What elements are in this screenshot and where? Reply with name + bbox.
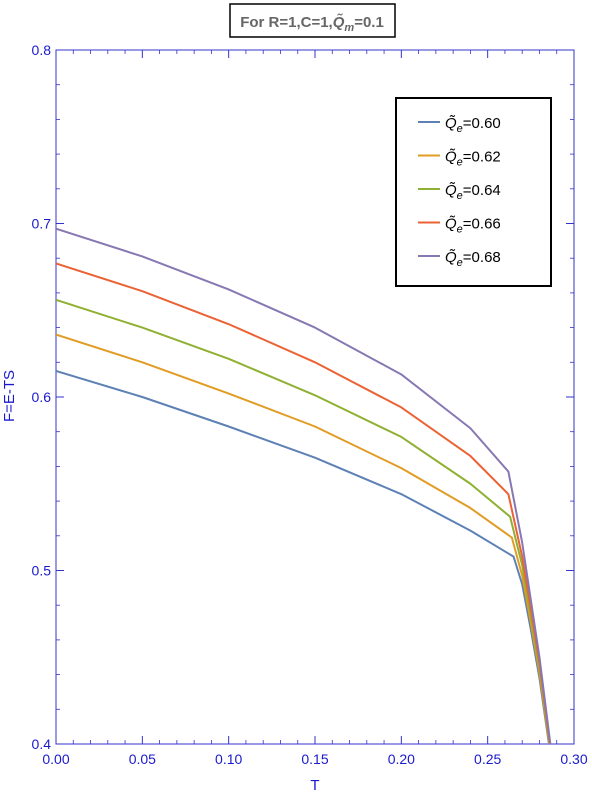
- y-axis-label: F=E-TS: [1, 370, 18, 422]
- series-line-0: [56, 370, 550, 744]
- x-tick-labels: 0.00 0.05 0.10 0.15 0.20 0.25 0.30: [42, 751, 587, 767]
- x-axis-label: T: [310, 777, 319, 794]
- legend-label: Q̃e=0.66: [445, 216, 501, 236]
- y-tick-label: 0.8: [32, 42, 52, 58]
- y-tick-label: 0.4: [32, 736, 52, 752]
- legend-entry: Q̃e=0.64: [418, 182, 501, 202]
- y-tick-label: 0.6: [32, 389, 52, 405]
- series-line-4: [56, 227, 552, 744]
- x-tick-label: 0.00: [42, 751, 69, 767]
- y-tick-label: 0.5: [32, 563, 52, 579]
- x-tick-label: 0.25: [474, 751, 501, 767]
- legend-label: Q̃e=0.64: [445, 182, 501, 202]
- legend: Q̃e=0.60 Q̃e=0.62 Q̃e=0.64 Q̃e=0.66 Q̃e=0.68: [395, 97, 552, 287]
- legend-label: Q̃e=0.60: [445, 115, 501, 135]
- legend-label: Q̃e=0.62: [445, 149, 501, 169]
- axis-ticks: [55, 49, 575, 745]
- series-line-1: [56, 333, 551, 744]
- title-text: For R=1,C=1,Q̃m=0.1: [240, 13, 384, 34]
- series-lines: [56, 227, 552, 744]
- x-tick-label: 0.20: [388, 751, 415, 767]
- legend-label: Q̃e=0.68: [445, 249, 501, 269]
- legend-items: Q̃e=0.60 Q̃e=0.62 Q̃e=0.64 Q̃e=0.66 Q̃e=0.68: [418, 115, 501, 269]
- legend-entry: Q̃e=0.62: [418, 149, 501, 169]
- title-box: [229, 3, 396, 38]
- series-line-2: [56, 298, 551, 744]
- y-tick-labels: 0.4 0.5 0.6 0.7 0.8: [32, 42, 52, 752]
- x-tick-label: 0.15: [301, 751, 328, 767]
- legend-entry: Q̃e=0.60: [418, 115, 501, 135]
- x-tick-label: 0.30: [560, 751, 587, 767]
- chart-title: For R=1,C=1,Q̃m=0.1: [229, 3, 396, 38]
- x-tick-label: 0.05: [129, 751, 156, 767]
- x-tick-label: 0.10: [215, 751, 242, 767]
- legend-entry: Q̃e=0.66: [418, 216, 501, 236]
- y-tick-label: 0.7: [32, 216, 52, 232]
- legend-entry: Q̃e=0.68: [418, 249, 501, 269]
- series-line-3: [56, 262, 551, 744]
- legend-box: [395, 97, 552, 287]
